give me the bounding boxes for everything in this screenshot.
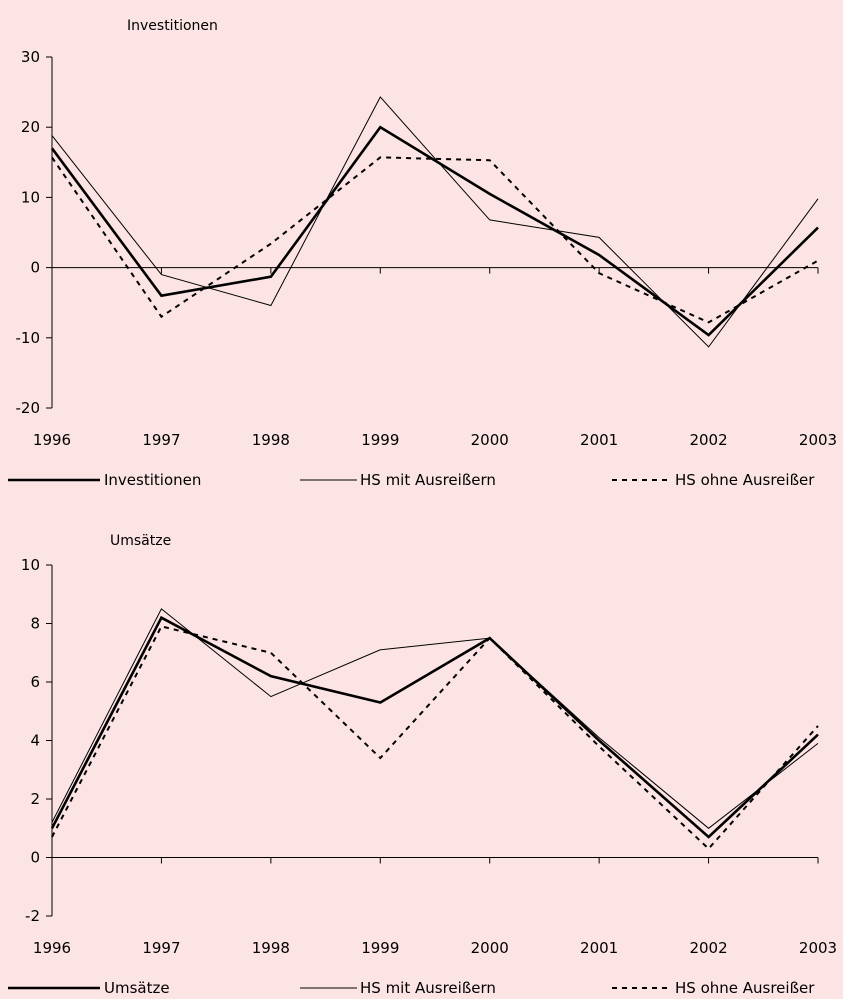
x-tick-label: 1998: [252, 939, 290, 957]
x-tick-label: 1996: [33, 431, 71, 449]
chart-title: Investitionen: [127, 18, 218, 34]
x-tick-label: 1997: [142, 939, 180, 957]
chart-title: Umsätze: [110, 533, 171, 549]
x-tick-label: 1998: [252, 431, 290, 449]
y-tick-label: 4: [30, 732, 40, 750]
x-tick-label: 1999: [361, 431, 399, 449]
x-tick-label: 2002: [689, 939, 727, 957]
legend-label-1: Umsätze: [104, 979, 170, 997]
x-tick-label: 1996: [33, 939, 71, 957]
chart-2: Umsätze 10 8 6 4 2 0 -2 1996 1997 1998 1999 2000 2001…: [8, 533, 837, 997]
series-line-2: [51, 96, 819, 348]
series-line-1: [50, 125, 819, 337]
x-tick-label: 2003: [799, 939, 837, 957]
y-tick-label: -10: [16, 329, 41, 347]
series-line-3: [51, 625, 819, 851]
x-tick-label: 1999: [361, 939, 399, 957]
legend-label-3: HS ohne Ausreißer: [675, 471, 815, 489]
x-tick-label: 2001: [580, 431, 618, 449]
legend-label-2: HS mit Ausreißern: [360, 979, 496, 997]
y-tick-label: 6: [30, 673, 40, 691]
y-tick-label: 2: [30, 790, 40, 808]
x-tick-label: 2000: [471, 939, 509, 957]
y-tick-label: 0: [30, 259, 40, 277]
legend-label-2: HS mit Ausreißern: [360, 471, 496, 489]
y-tick-label: 10: [21, 188, 40, 206]
y-tick-label: 20: [21, 118, 40, 136]
x-tick-label: 2002: [689, 431, 727, 449]
y-tick-label: 10: [21, 556, 40, 574]
y-tick-label: 8: [30, 615, 40, 633]
legend: Umsätze HS mit Ausreißern HS ohne Ausreiße…: [8, 979, 815, 997]
series-line-3: [51, 156, 819, 324]
x-tick-label: 2000: [471, 431, 509, 449]
x-tick-label: 2003: [799, 431, 837, 449]
x-tick-label: 1997: [142, 431, 180, 449]
legend-label-1: Investitionen: [104, 471, 201, 489]
chart-1: Investitionen 30 20 10 0 -10 -20 1996 1997 1998 19…: [8, 18, 837, 489]
y-tick-label: -2: [25, 907, 40, 925]
legend-label-3: HS ohne Ausreißer: [675, 979, 815, 997]
legend: Investitionen HS mit Ausreißern HS ohne Au…: [8, 471, 815, 489]
y-tick-label: -20: [16, 399, 41, 417]
x-tick-label: 2001: [580, 939, 618, 957]
series-line-1: [50, 615, 819, 839]
series-line-2: [51, 608, 819, 829]
y-tick-label: 30: [21, 48, 40, 66]
y-tick-label: 0: [30, 849, 40, 867]
